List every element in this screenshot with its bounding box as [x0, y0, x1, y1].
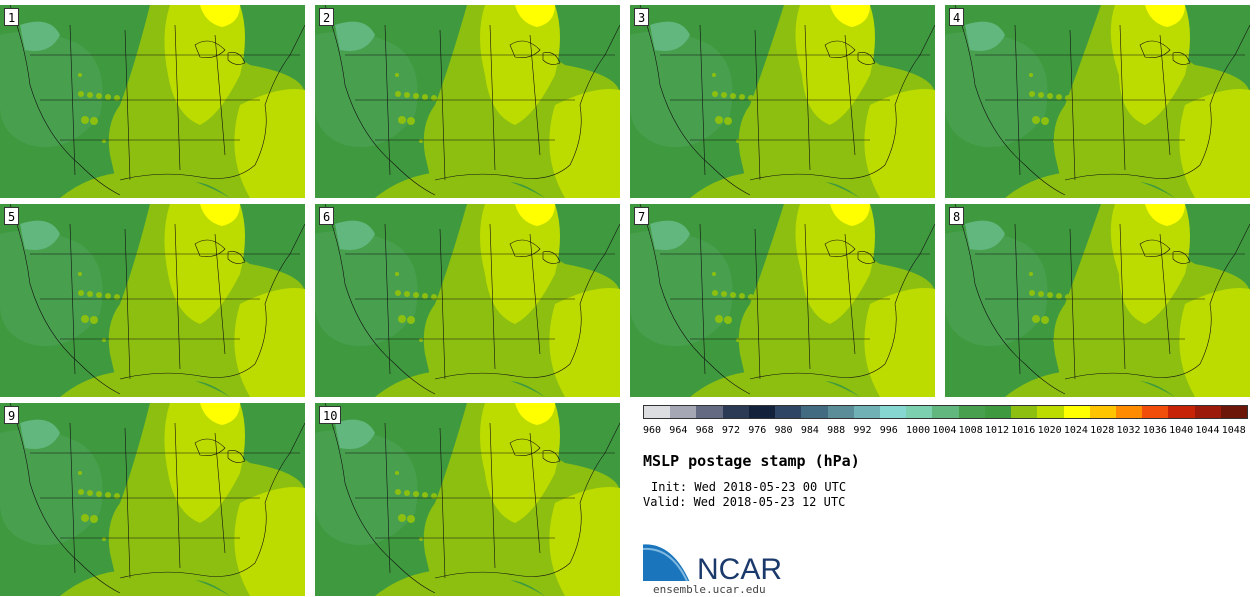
legend-tick-label: 1040: [1169, 425, 1194, 436]
map-3: [630, 5, 935, 198]
logo-text: NCAR: [697, 553, 782, 583]
legend-tick-label: 964: [669, 425, 688, 436]
legend-swatch: [853, 406, 880, 418]
stamp-panel-9: 9: [0, 403, 305, 596]
stamp-panel-3: 3: [630, 5, 935, 198]
stamp-panel-2: 2: [315, 5, 620, 198]
legend-swatch: [1142, 406, 1169, 418]
stamp-panel-4: 4: [945, 5, 1250, 198]
legend-tick-label: 1020: [1037, 425, 1062, 436]
legend-swatch: [827, 406, 854, 418]
legend-tick-label: 1004: [932, 425, 957, 436]
map-4: [945, 5, 1250, 198]
website-url: ensemble.ucar.edu: [653, 583, 766, 596]
legend-tick-label: 968: [695, 425, 714, 436]
legend-tick-label: 976: [748, 425, 767, 436]
legend-tick-label: 1024: [1063, 425, 1088, 436]
stamp-panel-6: 6: [315, 204, 620, 397]
legend-tick-label: 984: [800, 425, 819, 436]
legend-swatch: [932, 406, 959, 418]
member-label: 8: [949, 207, 965, 225]
legend-tick-label: 980: [774, 425, 793, 436]
map-8: [945, 204, 1250, 397]
legend-tick-label: 972: [721, 425, 740, 436]
ncar-logo: NCAR: [643, 541, 782, 583]
legend-tick-label: 1000: [906, 425, 931, 436]
stamp-panel-7: 7: [630, 204, 935, 397]
member-label: 2: [319, 8, 335, 26]
stamp-panel-5: 5: [0, 204, 305, 397]
legend-swatch: [801, 406, 828, 418]
stamp-panel-10: 10: [315, 403, 620, 596]
legend-swatch: [1115, 406, 1143, 418]
map-9: [0, 403, 305, 596]
member-label: 1: [4, 8, 20, 26]
member-label: 9: [4, 406, 20, 424]
legend-tick-label: 960: [643, 425, 662, 436]
chart-title: MSLP postage stamp (hPa): [643, 452, 860, 470]
map-5: [0, 204, 305, 397]
legend-swatch: [748, 406, 776, 418]
legend-swatch: [1168, 406, 1195, 418]
legend-swatch: [984, 406, 1012, 418]
map-7: [630, 204, 935, 397]
legend-swatch: [1220, 406, 1248, 418]
legend-swatch: [906, 406, 933, 418]
legend-tick-label: 1016: [1011, 425, 1036, 436]
legend-swatch: [1037, 406, 1064, 418]
legend-tick-label: 1032: [1116, 425, 1141, 436]
legend-swatch: [722, 406, 749, 418]
legend-tick-label: 1048: [1221, 425, 1246, 436]
member-label: 7: [634, 207, 650, 225]
legend-swatch: [1194, 406, 1221, 418]
legend-swatch: [775, 406, 802, 418]
legend-tick-label: 992: [853, 425, 872, 436]
legend-tick-label: 988: [827, 425, 846, 436]
stamp-panel-8: 8: [945, 204, 1250, 397]
map-1: [0, 5, 305, 198]
legend-tick-label: 1008: [958, 425, 983, 436]
member-label: 3: [634, 8, 650, 26]
member-label: 6: [319, 207, 335, 225]
member-label: 5: [4, 207, 20, 225]
map-6: [315, 204, 620, 397]
legend-tick-label: 1044: [1195, 425, 1220, 436]
legend-swatch: [696, 406, 723, 418]
legend-swatch: [879, 406, 907, 418]
map-10: [315, 403, 620, 596]
legend-swatch: [670, 406, 697, 418]
legend-swatch: [644, 406, 671, 418]
stamp-panel-1: 1: [0, 5, 305, 198]
legend-swatch: [958, 406, 985, 418]
init-time: Init: Wed 2018-05-23 00 UTC: [651, 480, 847, 494]
legend-swatch: [1063, 406, 1090, 418]
member-label: 10: [319, 406, 342, 424]
legend-tick-label: 1012: [984, 425, 1010, 436]
member-label: 4: [949, 8, 965, 26]
color-legend: [643, 405, 1248, 419]
legend-tick-label: 996: [879, 425, 898, 436]
legend-ticks: 960 964 968 972 976 980 984 988 992 996 1000 1004 10…: [633, 425, 1258, 439]
legend-swatch: [1011, 406, 1038, 418]
map-2: [315, 5, 620, 198]
valid-time: Valid: Wed 2018-05-23 12 UTC: [643, 495, 846, 509]
legend-tick-label: 1036: [1142, 425, 1167, 436]
legend-tick-label: 1028: [1090, 425, 1115, 436]
legend-swatch: [1089, 406, 1116, 418]
